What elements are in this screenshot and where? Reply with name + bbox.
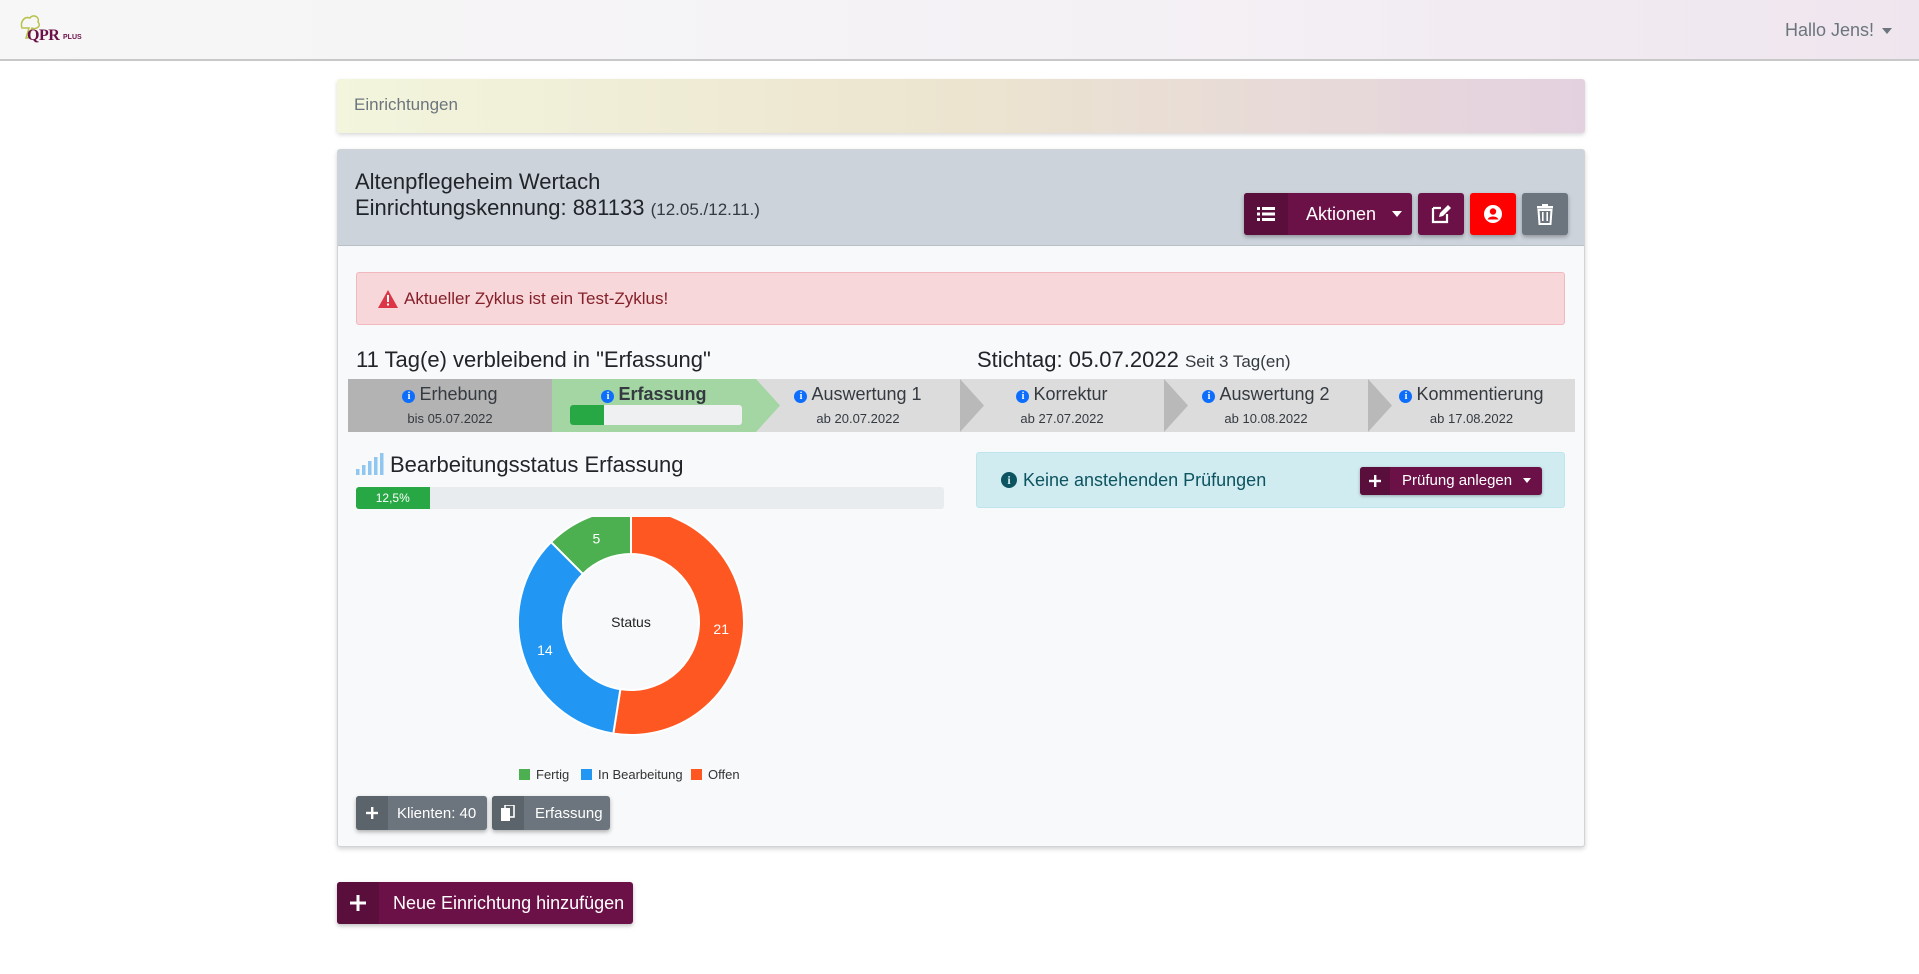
step-name: Korrektur [1033,384,1108,404]
app-logo[interactable]: QPR PLUS [18,14,82,48]
legend-label[interactable]: In Bearbeitung [598,767,683,782]
legend-swatch[interactable] [519,769,530,780]
facility-card-header: Altenpflegeheim Wertach Einrichtungskenn… [338,150,1584,246]
pruefungen-text: Keine anstehenden Prüfungen [1023,470,1267,490]
erfassung-button[interactable]: Erfassung [492,796,610,830]
status-progress-bar: 12,5% [356,487,944,509]
user-menu[interactable]: Hallo Jens! [1785,20,1892,41]
step-name: Auswertung 2 [1219,384,1330,404]
test-cycle-alert: Aktueller Zyklus ist ein Test-Zyklus! [356,272,1565,325]
info-circle-icon: i [1001,472,1017,488]
info-icon: i [402,390,416,403]
info-icon: i [1202,390,1216,403]
chevron-down-icon [1392,211,1402,217]
step-date: ab 27.07.2022 [1020,411,1104,426]
actions-dropdown-button[interactable]: Aktionen [1244,193,1412,235]
legend-swatch[interactable] [691,769,702,780]
legend-swatch[interactable] [581,769,592,780]
status-progress-fill: 12,5% [356,487,430,509]
cycle-dates: (12.05./12.11.) [650,200,760,219]
chevron-down-icon [1523,478,1531,483]
chevron-down-icon [1882,28,1892,35]
step-name: Erfassung [618,384,707,404]
facility-id: Einrichtungskennung: 881133 (12.05./12.1… [355,195,760,221]
step-date: ab 20.07.2022 [816,411,900,426]
clients-button[interactable]: Klienten: 40 [356,796,487,830]
step-date: ab 17.08.2022 [1429,411,1514,426]
status-title-text: Bearbeitungsstatus Erfassung [390,452,684,477]
step-name: Auswertung 1 [811,384,922,404]
facility-name: Altenpflegeheim Wertach [355,169,601,194]
edit-icon [1431,205,1451,224]
status-title: Bearbeitungsstatus Erfassung [356,452,684,478]
info-icon: i [1399,390,1413,403]
user-greeting: Hallo Jens! [1784,20,1874,40]
chart-slice-in-bearbeitung[interactable] [519,540,622,735]
step-auswertung-1[interactable]: i Auswertung 1 ab 20.07.2022 [756,379,960,432]
breadcrumb: Einrichtungen [337,79,1585,133]
facility-card: Altenpflegeheim Wertach Einrichtungskenn… [337,149,1585,847]
step-korrektur[interactable]: i Korrektur ab 27.07.2022 [960,379,1164,432]
step-progress-bar [570,405,742,425]
delete-button[interactable] [1522,193,1568,235]
chart-slice-offen[interactable] [612,517,745,736]
step-progress-fill [570,405,605,425]
trash-icon [1537,204,1553,225]
status-doughnut-chart: 21 14 5 Status Fertig In Bearbeitung Offen [519,517,745,782]
step-name: Erhebung [419,384,498,404]
clients-button-label: Klienten: 40 [397,805,477,822]
legend-label[interactable]: Fertig [536,767,569,782]
add-facility-button[interactable]: Neue Einrichtung hinzufügen [337,882,633,924]
facility-id-label: Einrichtungskennung: 881133 [355,195,645,220]
chart-data-label: 21 [713,621,729,637]
step-erfassung[interactable]: i Erfassung [552,379,756,432]
erfassung-button-label: Erfassung [535,805,603,822]
days-remaining: 11 Tag(e) verbleibend in "Erfassung" [356,347,711,372]
list-icon [1244,193,1288,235]
add-facility-label: Neue Einrichtung hinzufügen [393,893,625,913]
logo-suffix: PLUS [63,34,82,41]
chart-center-title: Status [611,614,651,630]
step-date: ab 10.08.2022 [1224,411,1308,426]
step-date: bis 05.07.2022 [407,411,493,426]
info-icon: i [794,390,808,403]
stichtag: Stichtag: 05.07.2022 Seit 3 Tag(en) [977,347,1290,373]
step-kommentierung[interactable]: i Kommentierung ab 17.08.2022 [1368,379,1575,432]
top-navbar: QPR PLUS Hallo Jens! [0,0,1919,61]
chart-slice-fertig[interactable] [549,517,632,576]
info-icon: i [1016,390,1030,403]
plus-icon [1360,467,1390,495]
logo-text: QPR [27,27,60,44]
logo-leaf-icon [20,15,41,39]
step-name: Kommentierung [1416,384,1544,404]
copy-icon [492,796,524,830]
phase-stepper: i Erhebung bis 05.07.2022 i Erfassung i Aus… [348,379,1575,432]
info-icon: i [601,390,615,403]
step-erhebung[interactable]: i Erhebung bis 05.07.2022 [348,379,552,432]
stepper-background [348,379,1575,432]
chart-data-label: 14 [537,642,553,658]
alert-text: Aktueller Zyklus ist ein Test-Zyklus! [404,289,669,308]
step-auswertung-2[interactable]: i Auswertung 2 ab 10.08.2022 [1164,379,1368,432]
user-button[interactable] [1470,193,1516,235]
stichtag-date: Stichtag: 05.07.2022 [977,347,1179,372]
signal-icon [356,453,384,475]
warning-icon [378,290,398,308]
plus-icon [337,882,379,924]
pruefung-button-label: Prüfung anlegen [1402,472,1513,489]
chart-data-label: 5 [592,530,600,546]
stichtag-since: Seit 3 Tag(en) [1184,352,1291,371]
add-pruefung-button[interactable]: Prüfung anlegen [1360,467,1542,495]
actions-label: Aktionen [1306,204,1377,224]
breadcrumb-item[interactable]: Einrichtungen [354,95,458,114]
user-circle-icon [1484,205,1502,223]
pruefungen-info: i Keine anstehenden Prüfungen Prüfung an… [976,452,1565,508]
edit-button[interactable] [1418,193,1464,235]
legend-label[interactable]: Offen [708,767,740,782]
plus-icon [356,796,388,830]
